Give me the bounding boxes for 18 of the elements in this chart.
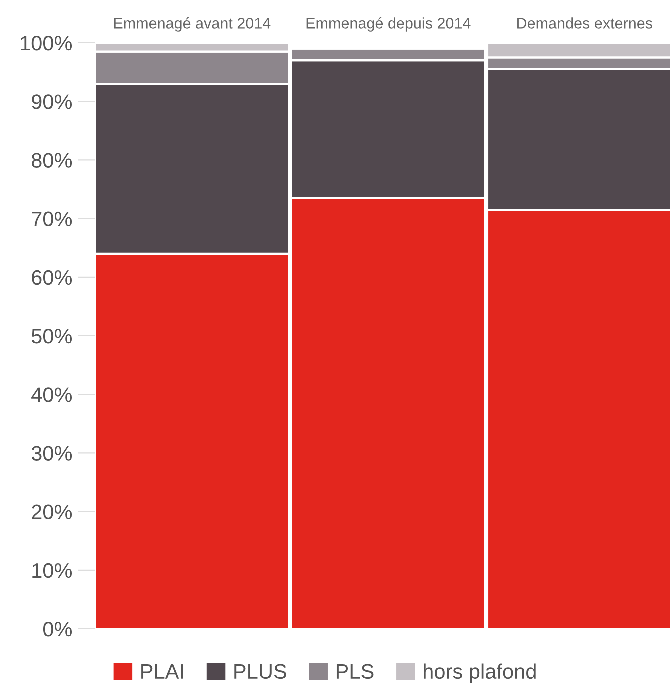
y-tick-label: 50% — [32, 329, 72, 344]
y-tick-label: 90% — [32, 94, 72, 110]
x-tick-label: Emmenagé avant 2014 — [114, 17, 271, 32]
y-tick-label: 10% — [32, 563, 72, 578]
legend-label: hors plafond — [424, 664, 536, 684]
legend-label: PLUS — [234, 664, 286, 680]
legend-label: PLS — [336, 664, 374, 680]
y-tick-label: 40% — [32, 388, 72, 402]
y-tick-label: 0% — [43, 622, 72, 637]
x-tick-label: Demandes externes — [518, 18, 652, 29]
legend-label: PLAI — [142, 664, 184, 679]
y-tick-label: 100% — [21, 36, 72, 51]
y-tick-label: 30% — [32, 446, 72, 461]
y-tick-label: 20% — [32, 504, 72, 520]
x-tick-label: Emmenagé depuis 2014 — [306, 17, 471, 32]
y-tick-label: 80% — [32, 153, 72, 168]
y-tick-label: 70% — [32, 212, 72, 227]
y-tick-label: 60% — [32, 270, 72, 286]
